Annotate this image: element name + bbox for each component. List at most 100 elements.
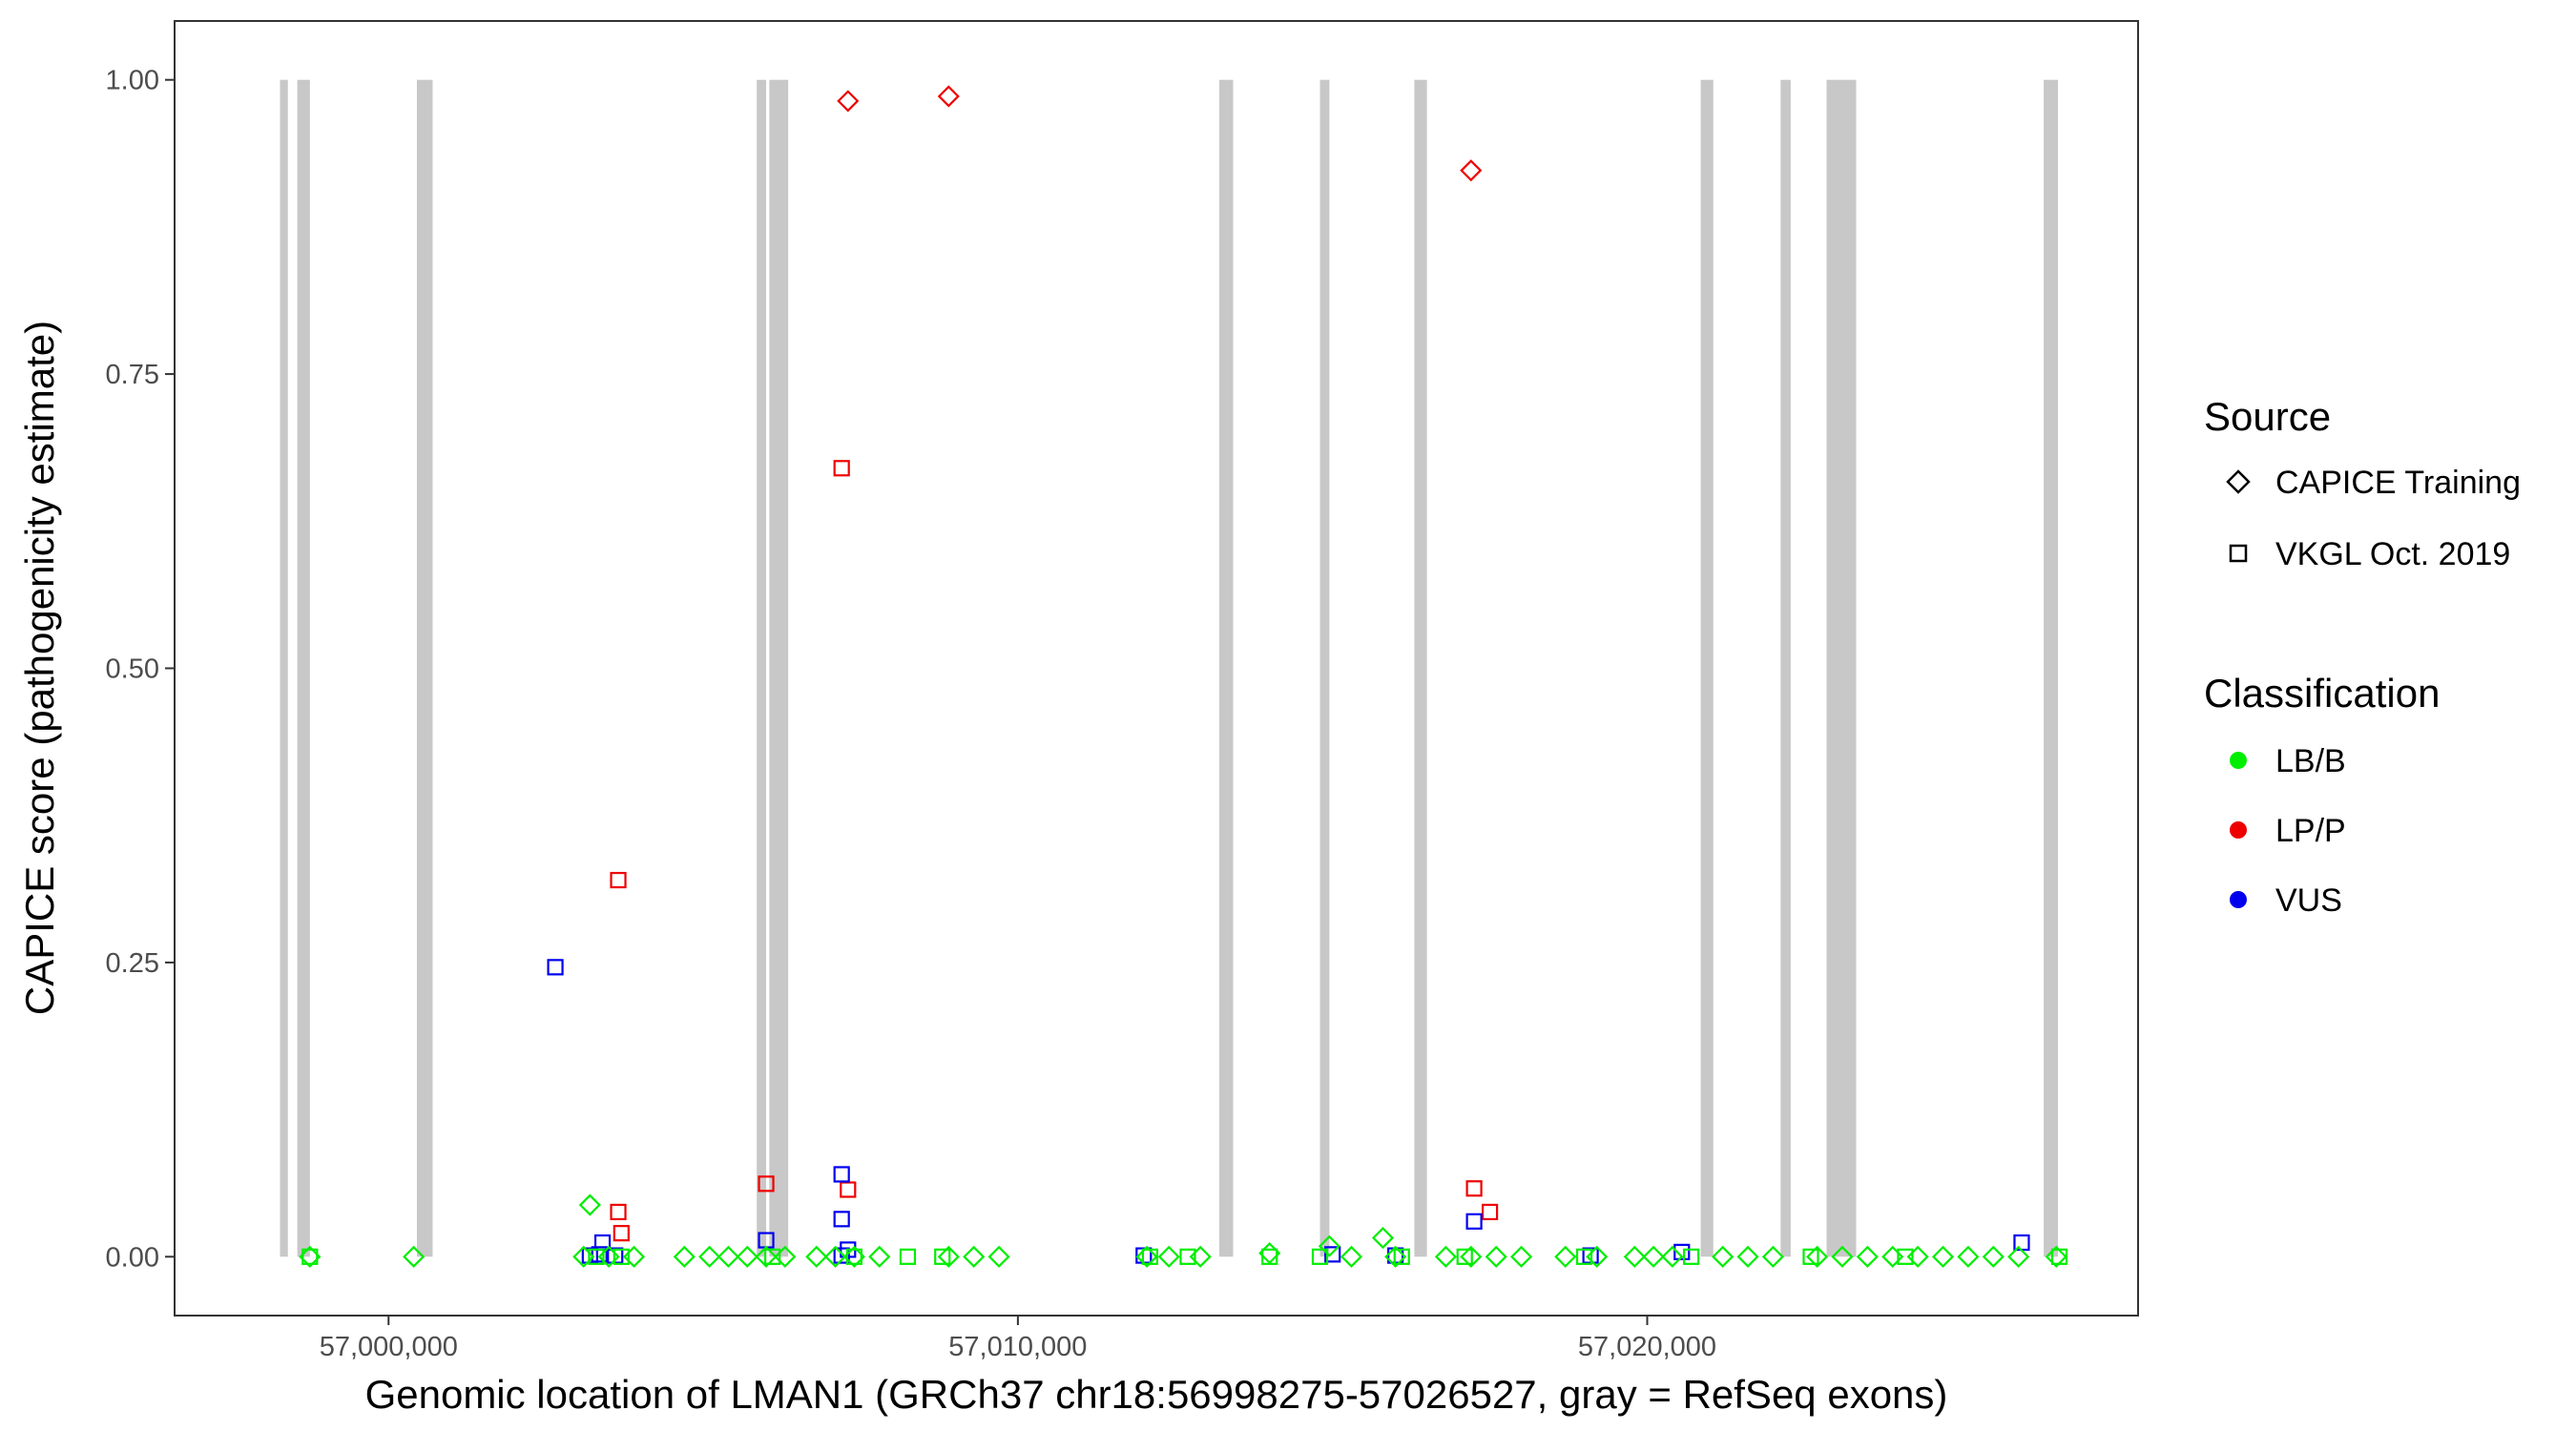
data-point-square — [845, 1248, 862, 1265]
exon-band — [297, 79, 310, 1257]
data-point-diamond — [673, 1245, 696, 1268]
data-point-square — [934, 1248, 951, 1265]
data-point-square — [613, 1225, 630, 1242]
data-point-diamond — [1485, 1245, 1507, 1268]
data-point-diamond — [1434, 1245, 1457, 1268]
data-point-diamond — [963, 1245, 986, 1268]
data-point-diamond — [1736, 1245, 1759, 1268]
data-point-square — [301, 1248, 319, 1265]
legend-item-lpp: LP/P — [2230, 813, 2346, 849]
data-point-diamond — [1623, 1245, 1646, 1268]
x-tick-label: 57,010,000 — [948, 1332, 1087, 1362]
legend-diamond-icon — [2226, 469, 2251, 494]
legend-dot-icon — [2230, 891, 2247, 908]
exon-band — [1414, 79, 1427, 1257]
x-axis: 57,000,000 57,010,000 57,020,000 — [320, 1316, 1716, 1362]
exon-band — [757, 79, 767, 1257]
data-point-diamond — [755, 1245, 778, 1268]
legend: Source CAPICE Training VKGL Oct. 2019 Cl… — [2204, 394, 2521, 919]
data-point-square — [1465, 1180, 1483, 1197]
legend-square-icon — [2229, 544, 2248, 563]
data-point-diamond — [1642, 1245, 1665, 1268]
data-point-diamond — [1460, 159, 1483, 182]
data-point-diamond — [698, 1245, 721, 1268]
legend-title-classification: Classification — [2204, 671, 2440, 716]
legend-label-capice-training: CAPICE Training — [2275, 465, 2521, 501]
data-point-diamond — [1318, 1234, 1340, 1257]
legend-item-lbb: LB/B — [2230, 743, 2346, 779]
data-point-diamond — [2045, 1245, 2067, 1268]
plot-background — [175, 21, 2138, 1316]
data-point-square — [833, 1211, 850, 1228]
data-point-square — [1481, 1203, 1499, 1221]
exon-band — [1780, 79, 1791, 1257]
data-point-diamond — [1135, 1245, 1158, 1268]
data-point-square — [1179, 1248, 1196, 1265]
y-tick-label: 0.00 — [106, 1242, 159, 1273]
exon-band — [280, 79, 288, 1257]
data-point-square — [833, 460, 850, 477]
x-axis-title: Genomic location of LMAN1 (GRCh37 chr18:… — [365, 1372, 1948, 1417]
exon-band — [769, 79, 789, 1257]
exon-band — [416, 79, 433, 1257]
data-point-square — [1393, 1248, 1410, 1265]
exon-layer — [280, 79, 2059, 1257]
data-point-square — [1261, 1248, 1278, 1265]
data-point-square — [758, 1175, 775, 1192]
legend-item-capice-training: CAPICE Training — [2226, 465, 2521, 501]
data-point-square — [1324, 1246, 1341, 1263]
point-layer — [299, 85, 2068, 1268]
data-point-square — [2050, 1248, 2068, 1265]
exon-band — [1700, 79, 1714, 1257]
data-point-square — [899, 1248, 917, 1265]
data-point-diamond — [1931, 1245, 1955, 1268]
data-point-diamond — [2007, 1245, 2030, 1268]
data-point-diamond — [1856, 1245, 1879, 1268]
data-point-square — [1683, 1248, 1700, 1265]
data-point-diamond — [1384, 1245, 1407, 1268]
data-point-square — [610, 1203, 627, 1221]
y-tick-label: 0.75 — [106, 360, 159, 390]
legend-dot-icon — [2230, 821, 2247, 839]
data-point-square — [1802, 1248, 1819, 1265]
data-point-diamond — [1982, 1245, 2005, 1268]
exon-band — [1319, 79, 1330, 1257]
legend-dot-icon — [2230, 752, 2247, 769]
data-point-diamond — [824, 1245, 847, 1268]
exon-band — [1218, 79, 1234, 1257]
data-point-square — [1897, 1248, 1914, 1265]
data-point-diamond — [578, 1193, 601, 1216]
y-tick-label: 0.50 — [106, 654, 159, 685]
data-point-diamond — [1761, 1245, 1784, 1268]
data-point-diamond — [1554, 1245, 1577, 1268]
legend-label-vkgl: VKGL Oct. 2019 — [2275, 536, 2510, 572]
data-point-square — [1673, 1243, 1691, 1260]
data-point-square — [833, 1166, 850, 1183]
data-point-square — [1465, 1213, 1483, 1230]
data-point-diamond — [403, 1245, 426, 1268]
data-point-square — [1575, 1248, 1593, 1265]
legend-label-lpp: LP/P — [2275, 813, 2346, 849]
data-point-square — [833, 1247, 850, 1264]
y-axis: 0.00 0.25 0.50 0.75 1.00 — [106, 66, 175, 1273]
y-axis-title: CAPICE score (pathogenicity estimate) — [17, 321, 62, 1015]
data-point-diamond — [1831, 1245, 1854, 1268]
data-point-diamond — [1371, 1227, 1395, 1250]
legend-item-vkgl: VKGL Oct. 2019 — [2229, 536, 2510, 572]
data-point-diamond — [868, 1245, 891, 1268]
data-point-diamond — [736, 1245, 758, 1268]
data-point-diamond — [937, 1245, 960, 1268]
exon-band — [1826, 79, 1857, 1257]
data-point-diamond — [1661, 1245, 1684, 1268]
data-point-square — [613, 1248, 630, 1265]
data-point-diamond — [837, 90, 860, 113]
data-point-diamond — [1957, 1245, 1980, 1268]
data-point-diamond — [1157, 1245, 1180, 1268]
data-point-diamond — [717, 1245, 740, 1268]
data-point-square — [547, 959, 564, 976]
data-point-diamond — [1806, 1245, 1829, 1268]
x-tick-label: 57,000,000 — [320, 1332, 458, 1362]
legend-label-vus: VUS — [2275, 882, 2342, 919]
data-point-diamond — [805, 1245, 828, 1268]
